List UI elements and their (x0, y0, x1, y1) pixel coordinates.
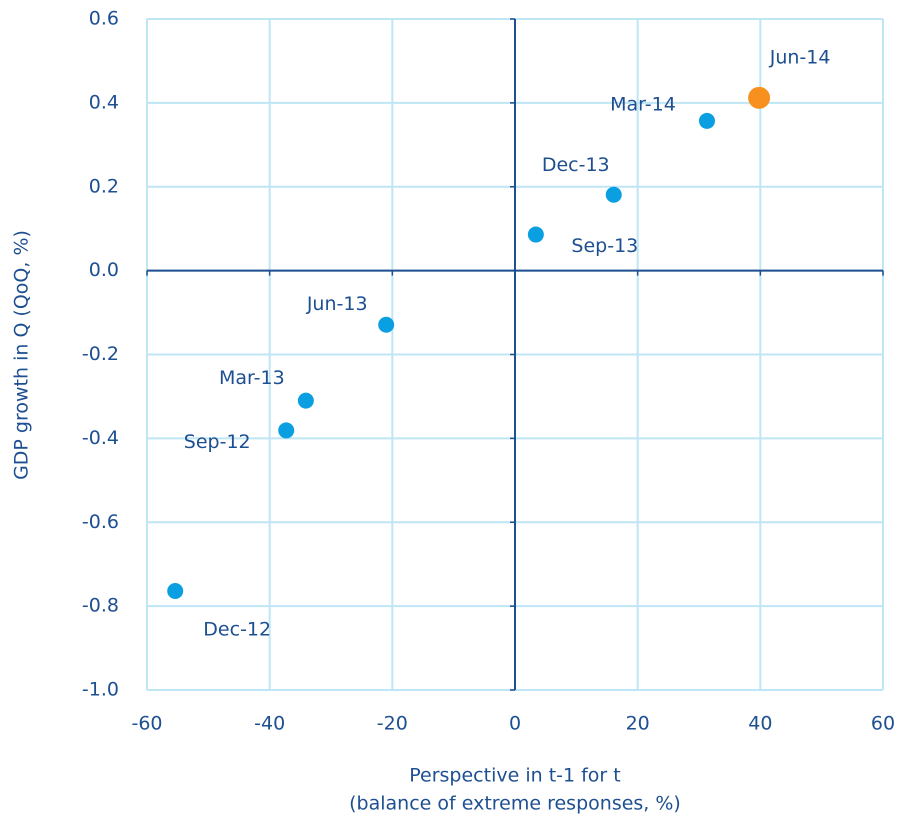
point (605, 186, 622, 203)
point-label: Jun-14 (769, 46, 831, 68)
y-tick-label: 0.6 (89, 8, 119, 30)
point (378, 316, 395, 333)
point (297, 392, 314, 409)
x-tick-label: 20 (626, 713, 650, 735)
point-label: Mar-14 (610, 93, 676, 115)
point-label: Sep-13 (571, 235, 638, 257)
x-tick-label: -60 (131, 713, 162, 735)
x-tick-label: -20 (377, 713, 408, 735)
point (278, 422, 295, 439)
point (527, 226, 544, 243)
y-axis-title: GDP growth in Q (QoQ, %) (11, 230, 33, 480)
x-tick-label: 0 (509, 713, 521, 735)
x-tick-label: 40 (748, 713, 772, 735)
x-axis-title: (balance of extreme responses, %) (349, 793, 681, 815)
y-tick-label: 0.4 (89, 91, 119, 113)
y-tick-label: -0.4 (82, 427, 119, 449)
y-tick-label: 0.0 (89, 259, 119, 281)
x-tick-label: 60 (871, 713, 895, 735)
point (748, 86, 771, 109)
x-tick-label: -40 (254, 713, 285, 735)
x-axis-title: Perspective in t-1 for t (409, 765, 621, 787)
point-label: Mar-13 (219, 367, 285, 389)
point-label: Jun-13 (306, 293, 368, 315)
point (698, 112, 715, 129)
y-tick-label: -0.8 (82, 595, 119, 617)
point (167, 583, 184, 600)
y-tick-label: -1.0 (82, 679, 119, 701)
y-tick-label: -0.6 (82, 511, 119, 533)
point-label: Sep-12 (184, 431, 251, 453)
point-label: Dec-13 (542, 154, 610, 176)
y-tick-label: 0.2 (89, 175, 119, 197)
point-label: Dec-12 (203, 619, 271, 641)
y-tick-label: -0.2 (82, 343, 119, 365)
